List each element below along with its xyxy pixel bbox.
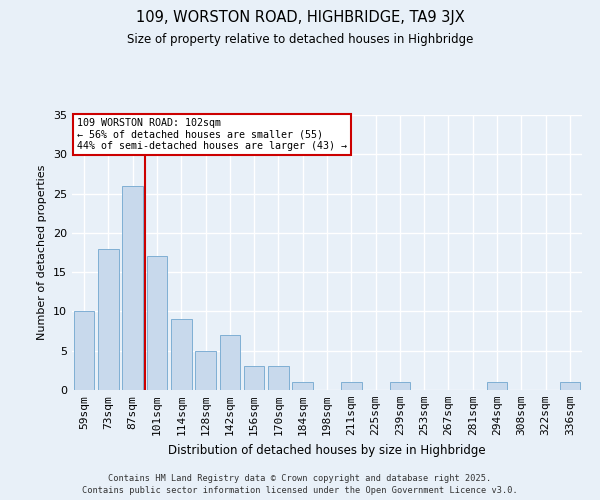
Text: 109 WORSTON ROAD: 102sqm
← 56% of detached houses are smaller (55)
44% of semi-d: 109 WORSTON ROAD: 102sqm ← 56% of detach… <box>77 118 347 151</box>
Text: 109, WORSTON ROAD, HIGHBRIDGE, TA9 3JX: 109, WORSTON ROAD, HIGHBRIDGE, TA9 3JX <box>136 10 464 25</box>
Y-axis label: Number of detached properties: Number of detached properties <box>37 165 47 340</box>
Text: Contains HM Land Registry data © Crown copyright and database right 2025.
Contai: Contains HM Land Registry data © Crown c… <box>82 474 518 495</box>
Bar <box>220 335 240 390</box>
Bar <box>389 382 410 390</box>
Bar <box>244 366 265 390</box>
Bar <box>195 350 216 390</box>
Bar <box>560 382 580 390</box>
Bar <box>98 248 119 390</box>
Bar <box>487 382 508 390</box>
Bar <box>146 256 167 390</box>
Bar <box>171 320 191 390</box>
Bar <box>122 186 143 390</box>
X-axis label: Distribution of detached houses by size in Highbridge: Distribution of detached houses by size … <box>168 444 486 456</box>
Bar <box>341 382 362 390</box>
Bar <box>74 312 94 390</box>
Text: Size of property relative to detached houses in Highbridge: Size of property relative to detached ho… <box>127 32 473 46</box>
Bar <box>292 382 313 390</box>
Bar <box>268 366 289 390</box>
